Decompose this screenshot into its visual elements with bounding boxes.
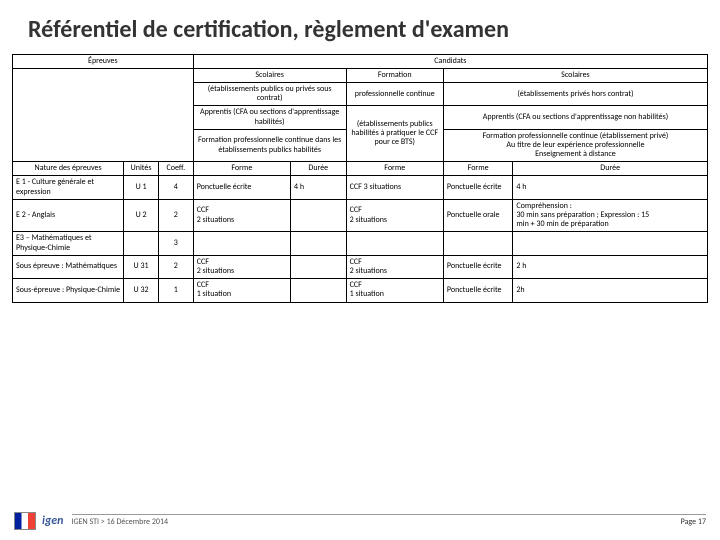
table-cell: 1 xyxy=(158,279,193,302)
hdr-candidats: Candidats xyxy=(193,54,707,68)
table-cell: Compréhension : 30 min sans préparation … xyxy=(513,199,708,232)
table-row: Sous épreuve : MathématiquesU 312CCF 2 s… xyxy=(13,255,708,278)
table-cell: 4 xyxy=(158,176,193,199)
table-cell: U 32 xyxy=(124,279,159,302)
hdr-epreuves-blank xyxy=(13,68,194,162)
table-cell: E 1 - Culture générale et expression xyxy=(13,176,124,199)
table-cell: Sous épreuve : Mathématiques xyxy=(13,255,124,278)
hdr-duree-c: Durée xyxy=(513,162,708,176)
hdr-coeff: Coeff. xyxy=(158,162,193,176)
table-cell xyxy=(290,255,346,278)
table-cell: E3 – Mathématiques et Physique-Chimie xyxy=(13,232,124,255)
hdr-col-c-1: Scolaires xyxy=(443,68,707,82)
table-cell xyxy=(513,232,708,255)
table-cell: Sous-épreuve : Physique-Chimie xyxy=(13,279,124,302)
hdr-forme-c: Forme xyxy=(443,162,513,176)
footer-page: Page 17 xyxy=(681,517,706,527)
slide-title: Référentiel de certification, règlement … xyxy=(0,0,720,54)
table-cell: 4 h xyxy=(290,176,346,199)
table-cell: Ponctuelle écrite xyxy=(443,279,513,302)
table-cell: CCF 2 situations xyxy=(193,199,290,232)
table-cell: Ponctuelle écrite xyxy=(193,176,290,199)
table-cell: Ponctuelle orale xyxy=(443,199,513,232)
hdr-col-a-4: Formation professionnelle continue dans … xyxy=(193,129,346,162)
table-cell: 2 xyxy=(158,255,193,278)
footer-date: IGEN STI > 16 Décembre 2014 xyxy=(72,517,169,527)
table-cell: CCF 1 situation xyxy=(193,279,290,302)
table-cell: 3 xyxy=(158,232,193,255)
hdr-col-c-456: Formation professionnelle continue (étab… xyxy=(443,129,707,162)
table-cell xyxy=(290,279,346,302)
table-row: E 1 - Culture générale et expressionU 14… xyxy=(13,176,708,199)
table-cell xyxy=(193,232,290,255)
hdr-col-b-2: professionnelle continue xyxy=(346,82,443,105)
hdr-col-b-3: (établissements publics habilités à prat… xyxy=(346,106,443,162)
table-cell: Ponctuelle écrite xyxy=(443,255,513,278)
igen-logo: igen xyxy=(40,514,64,528)
table-cell xyxy=(443,232,513,255)
table-cell xyxy=(346,232,443,255)
hdr-col-c-2: (établissements privés hors contrat) xyxy=(443,82,707,105)
exam-table: Épreuves Candidats Scolaires Formation S… xyxy=(12,54,708,303)
table-cell: CCF 2 situations xyxy=(346,199,443,232)
table-cell: CCF 3 situations xyxy=(346,176,443,199)
hdr-col-a-1: Scolaires xyxy=(193,68,346,82)
table-cell: U 1 xyxy=(124,176,159,199)
hdr-col-c-3: Apprentis (CFA ou sections d'apprentissa… xyxy=(443,106,707,129)
footer: igen IGEN STI > 16 Décembre 2014 Page 17 xyxy=(0,512,720,530)
table-row: E3 – Mathématiques et Physique-Chimie 3 xyxy=(13,232,708,255)
table-cell: 2h xyxy=(513,279,708,302)
hdr-col-c-6: Enseignement à distance xyxy=(535,149,616,159)
hdr-forme-a: Forme xyxy=(193,162,290,176)
exam-table-container: Épreuves Candidats Scolaires Formation S… xyxy=(0,54,720,303)
table-cell: 4 h xyxy=(513,176,708,199)
flag-icon xyxy=(14,512,36,530)
table-cell xyxy=(124,232,159,255)
table-cell xyxy=(290,232,346,255)
hdr-unites: Unités xyxy=(124,162,159,176)
table-row: Sous-épreuve : Physique-ChimieU 321CCF 1… xyxy=(13,279,708,302)
hdr-forme-b: Forme xyxy=(346,162,443,176)
table-cell: CCF 2 situations xyxy=(346,255,443,278)
hdr-nature: Nature des épreuves xyxy=(13,162,124,176)
footer-line: IGEN STI > 16 Décembre 2014 Page 17 xyxy=(72,514,706,528)
table-cell: 2 h xyxy=(513,255,708,278)
footer-logos: igen xyxy=(14,512,64,530)
table-cell: CCF 2 situations xyxy=(193,255,290,278)
table-row: E 2 - AnglaisU 22CCF 2 situationsCCF 2 s… xyxy=(13,199,708,232)
table-cell: CCF 1 situation xyxy=(346,279,443,302)
table-cell: U 2 xyxy=(124,199,159,232)
hdr-col-b-1: Formation xyxy=(346,68,443,82)
table-cell: E 2 - Anglais xyxy=(13,199,124,232)
hdr-col-a-2: (établissements publics ou privés sous c… xyxy=(193,82,346,105)
hdr-duree-a: Durée xyxy=(290,162,346,176)
table-cell: Ponctuelle écrite xyxy=(443,176,513,199)
hdr-col-a-3: Apprentis (CFA ou sections d'apprentissa… xyxy=(193,106,346,129)
table-cell: U 31 xyxy=(124,255,159,278)
hdr-epreuves: Épreuves xyxy=(13,54,194,68)
table-cell: 2 xyxy=(158,199,193,232)
table-cell xyxy=(290,199,346,232)
